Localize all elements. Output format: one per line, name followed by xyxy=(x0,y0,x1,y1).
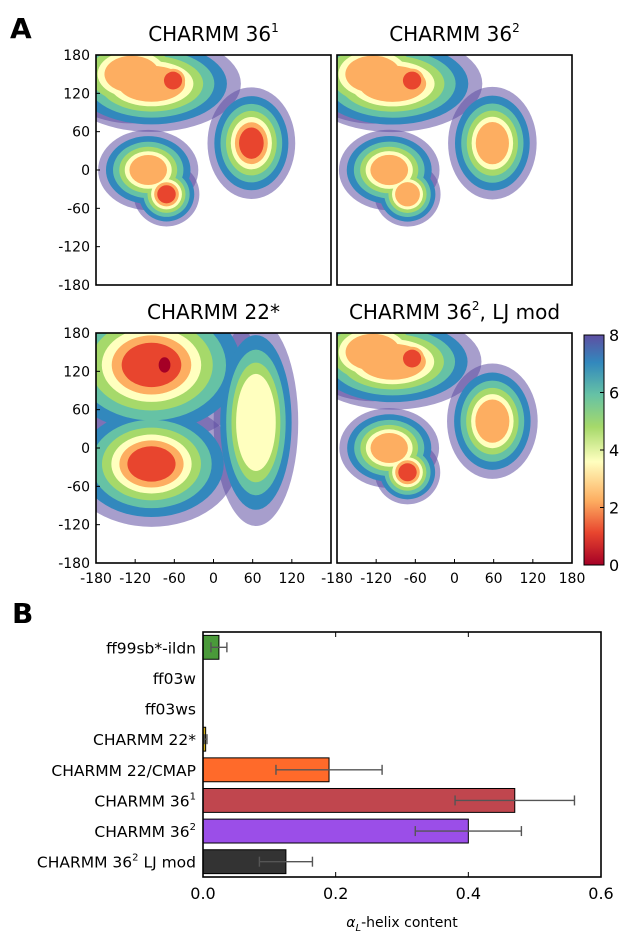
density-region-3 xyxy=(104,55,160,93)
density-region-6 xyxy=(475,399,510,443)
category-label: CHARMM 361 xyxy=(94,791,196,810)
density-region-6 xyxy=(239,127,264,159)
ramachandran-panel-2: CHARMM 362 xyxy=(336,21,573,286)
colorbar: 8 6 4 2 0 xyxy=(583,326,619,575)
density-region-5 xyxy=(398,463,417,482)
density-region-4 xyxy=(155,454,175,474)
category-label: ff99sb*-ildn xyxy=(106,639,196,657)
category-label: CHARMM 22* xyxy=(93,731,196,749)
y-tick-label: 0 xyxy=(81,441,90,457)
colorbar-tick-label: 4 xyxy=(609,441,619,460)
y-tick-label: -120 xyxy=(58,518,90,534)
y-tick-label: 180 xyxy=(63,48,90,64)
x-tick-label: 120 xyxy=(519,571,546,587)
x-tick-label: 0.6 xyxy=(588,884,613,903)
x-tick-label: 0 xyxy=(450,571,459,587)
plot-frame xyxy=(336,54,573,286)
panel-a-letter: A xyxy=(10,12,32,45)
y-tick-label: -180 xyxy=(58,556,90,572)
panel-title: CHARMM 361 xyxy=(148,21,279,46)
y-tick-label: -60 xyxy=(67,479,90,495)
panel-b-letter: B xyxy=(12,597,33,630)
density-region-2 xyxy=(163,71,183,90)
ramachandran-panel-4: CHARMM 362, LJ mod -180 -120 -60 0 60 120 180 xyxy=(321,299,586,587)
x-tick-label: 60 xyxy=(485,571,503,587)
density-region-3 xyxy=(345,333,401,371)
x-tick-label: -180 xyxy=(321,571,353,587)
x-tick-label: 0.2 xyxy=(323,884,348,903)
y-tick-label: -180 xyxy=(58,278,90,294)
y-tick-label: 120 xyxy=(63,86,90,102)
category-label: CHARMM 362 xyxy=(94,822,196,841)
category-label: CHARMM 362 LJ mod xyxy=(37,853,196,872)
category-label: CHARMM 22/CMAP xyxy=(51,762,196,780)
density-region-4 xyxy=(129,154,168,186)
category-label: ff03ws xyxy=(145,701,196,719)
colorbar-tick-label: 6 xyxy=(609,384,619,403)
x-tick-label: 0.4 xyxy=(456,884,481,903)
y-tick-label: -60 xyxy=(67,201,90,217)
y-tick-label: 180 xyxy=(63,326,90,342)
colorbar-tick-label: 8 xyxy=(609,326,619,345)
y-tick-label: 60 xyxy=(72,403,90,419)
x-axis-label: αL-helix content xyxy=(346,915,458,933)
density-region-3 xyxy=(345,55,401,93)
bar-axes-frame xyxy=(202,631,602,878)
density-region-4 xyxy=(370,154,409,186)
x-tick-label: -120 xyxy=(360,571,392,587)
y-tick-label: -120 xyxy=(58,240,90,256)
y-tick-label: 120 xyxy=(63,364,90,380)
panel-title: CHARMM 362, LJ mod xyxy=(349,299,560,324)
x-tick-label: -60 xyxy=(163,571,186,587)
x-tick-label: 0.0 xyxy=(190,884,215,903)
panel-title: CHARMM 362 xyxy=(389,21,520,46)
panel-title: CHARMM 22* xyxy=(147,300,280,324)
density-region-5 xyxy=(157,185,176,204)
colorbar-tick-label: 0 xyxy=(609,556,619,575)
ramachandran-panel-3: CHARMM 22* 180 120 60 0 -60 -120 -180-180 -120 -6… xyxy=(58,300,332,587)
density-region-4 xyxy=(370,433,408,463)
x-tick-label: 180 xyxy=(559,571,586,587)
bar-chart: ff99sb*-ildn ff03w ff03ws CHARMM 22* CHARMM … xyxy=(37,631,614,933)
colorbar-tick-label: 2 xyxy=(609,499,619,518)
density-region-2 xyxy=(402,71,422,90)
x-tick-label: -120 xyxy=(119,571,151,587)
x-tick-label: -60 xyxy=(404,571,427,587)
x-tick-label: 60 xyxy=(244,571,262,587)
ramachandran-panel-1: CHARMM 361 180 120 60 0 -60 -120 -180 xyxy=(58,21,332,294)
density-region-2 xyxy=(402,349,422,368)
density-region-2 xyxy=(158,357,171,373)
x-tick-label: 0 xyxy=(209,571,218,587)
density-region-5 xyxy=(236,373,276,471)
x-tick-label: -180 xyxy=(80,571,112,587)
y-tick-label: 60 xyxy=(72,125,90,141)
x-tick-label: 120 xyxy=(278,571,305,587)
density-region-5 xyxy=(395,182,420,207)
density-region-6 xyxy=(475,122,509,165)
y-tick-label: 0 xyxy=(81,163,90,179)
category-label: ff03w xyxy=(153,670,196,688)
